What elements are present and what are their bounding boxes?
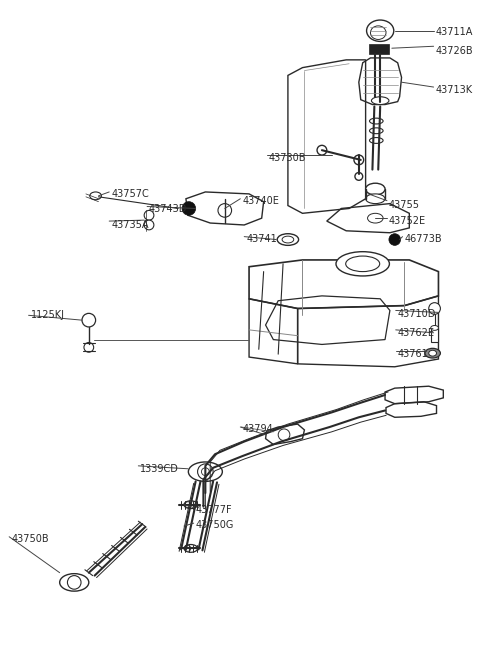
Ellipse shape xyxy=(370,137,383,143)
Ellipse shape xyxy=(90,192,101,200)
Ellipse shape xyxy=(370,118,383,124)
Text: 43762E: 43762E xyxy=(397,328,435,338)
Circle shape xyxy=(202,468,209,476)
Ellipse shape xyxy=(370,128,383,133)
Circle shape xyxy=(218,204,231,217)
Text: 43743D: 43743D xyxy=(149,204,187,214)
Text: 43710D: 43710D xyxy=(397,309,436,318)
Circle shape xyxy=(185,546,191,551)
Circle shape xyxy=(317,145,327,155)
Text: 43730B: 43730B xyxy=(268,153,306,163)
Ellipse shape xyxy=(425,348,441,358)
Circle shape xyxy=(82,313,96,327)
Text: 43711A: 43711A xyxy=(435,27,473,37)
Circle shape xyxy=(144,220,154,230)
Ellipse shape xyxy=(366,183,385,195)
Circle shape xyxy=(354,155,364,165)
Text: 43735A: 43735A xyxy=(111,220,149,230)
Circle shape xyxy=(67,575,81,589)
Circle shape xyxy=(198,464,213,479)
Circle shape xyxy=(182,202,196,215)
Ellipse shape xyxy=(368,214,383,223)
Ellipse shape xyxy=(184,544,198,552)
Circle shape xyxy=(278,429,290,441)
Text: 43752E: 43752E xyxy=(389,216,426,227)
Ellipse shape xyxy=(366,194,385,204)
Text: 43750G: 43750G xyxy=(196,520,234,530)
Text: 43740E: 43740E xyxy=(242,196,279,206)
Circle shape xyxy=(84,342,94,352)
Text: 43794: 43794 xyxy=(242,424,273,434)
Ellipse shape xyxy=(429,350,436,356)
Ellipse shape xyxy=(372,97,389,105)
Text: 43726B: 43726B xyxy=(435,46,473,56)
Ellipse shape xyxy=(431,326,438,330)
Circle shape xyxy=(144,210,154,220)
Circle shape xyxy=(355,173,363,180)
Text: 43713K: 43713K xyxy=(435,85,473,95)
Ellipse shape xyxy=(184,501,198,508)
Bar xyxy=(370,44,389,54)
Ellipse shape xyxy=(188,462,222,481)
Text: 46773B: 46773B xyxy=(405,234,442,243)
Text: 1339CD: 1339CD xyxy=(140,464,179,474)
Circle shape xyxy=(185,502,191,508)
Text: 43777F: 43777F xyxy=(196,505,232,515)
Circle shape xyxy=(389,234,401,245)
Text: 43757C: 43757C xyxy=(111,189,149,199)
Text: 1125KJ: 1125KJ xyxy=(31,311,64,320)
Text: 43741: 43741 xyxy=(246,234,277,243)
Ellipse shape xyxy=(277,234,299,245)
Text: 43750B: 43750B xyxy=(11,534,49,544)
Text: 43755: 43755 xyxy=(389,200,420,210)
Ellipse shape xyxy=(371,26,386,40)
Circle shape xyxy=(429,303,441,314)
Bar xyxy=(431,328,438,342)
Ellipse shape xyxy=(346,256,380,271)
Ellipse shape xyxy=(60,574,89,591)
Text: 43761: 43761 xyxy=(397,350,429,359)
Ellipse shape xyxy=(367,20,394,42)
Ellipse shape xyxy=(282,236,294,243)
Ellipse shape xyxy=(336,252,389,276)
